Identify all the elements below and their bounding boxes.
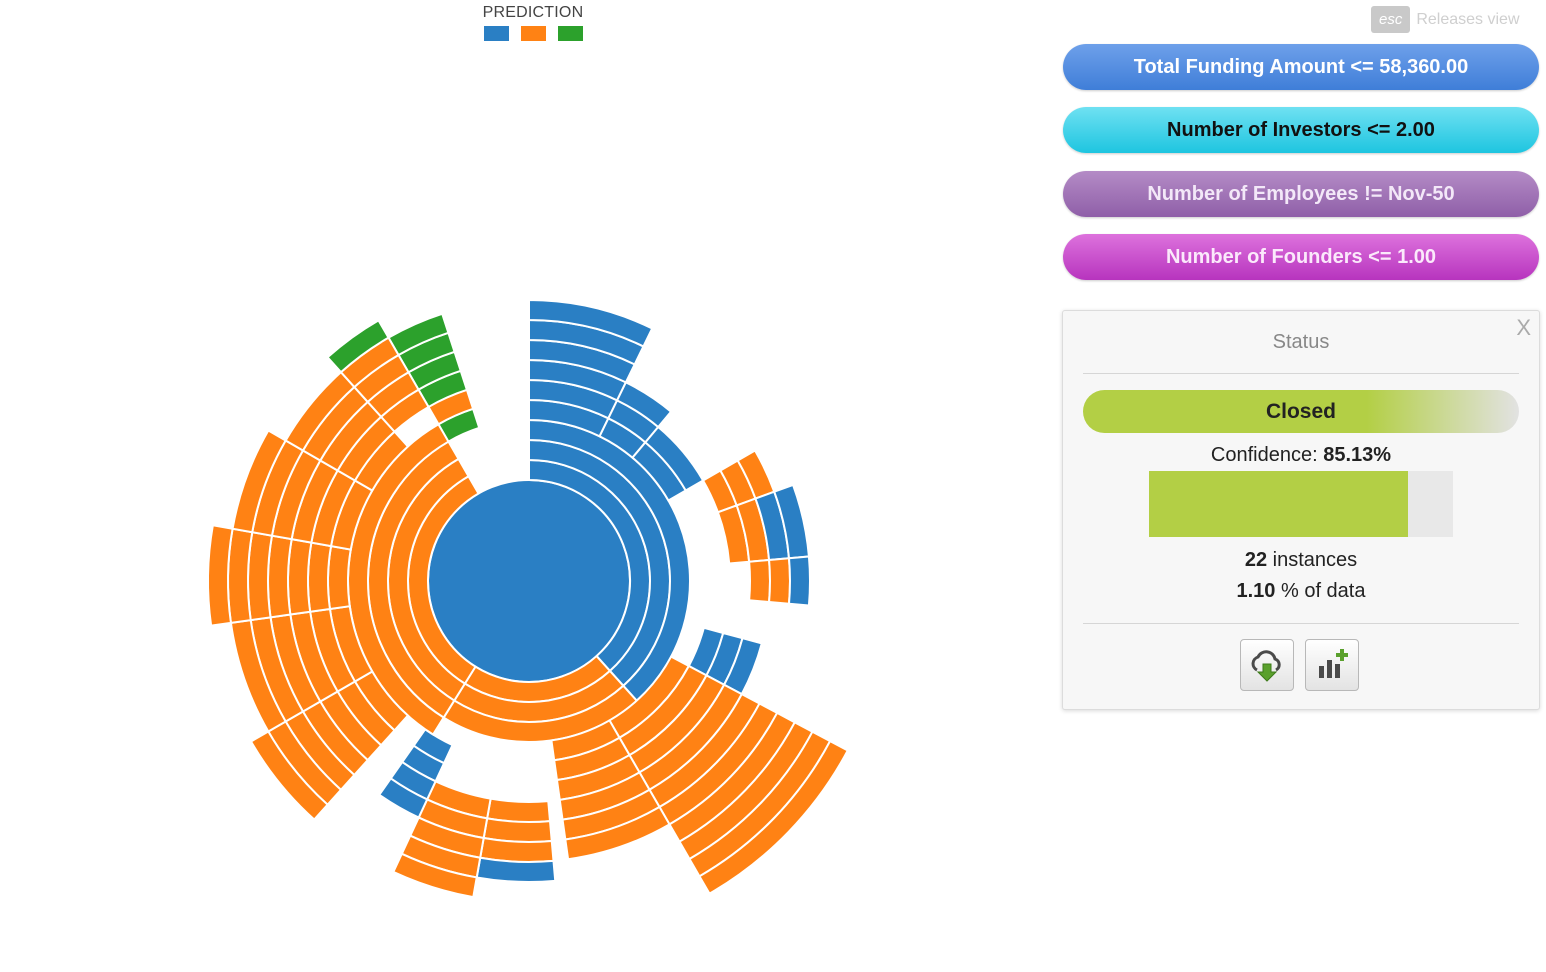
legend-swatch-orange[interactable] (520, 26, 546, 41)
sunburst-branch-orange[interactable] (327, 544, 352, 611)
confidence-value: 85.13% (1323, 444, 1392, 466)
sunburst-branch-mixed[interactable] (485, 797, 552, 823)
sunburst-branch-orange[interactable] (564, 805, 671, 861)
sunburst-branch-orange[interactable] (267, 534, 293, 619)
releases-view-toggle[interactable]: esc Releases view (1371, 6, 1520, 33)
legend-title: PREDICTION (482, 4, 584, 21)
sunburst-branch-orange[interactable] (392, 852, 478, 899)
sunburst-branch-orange[interactable] (307, 541, 333, 613)
data-percentage-label: % of data (1280, 580, 1366, 602)
legend-swatch-green[interactable] (557, 26, 583, 41)
sunburst-branch-mixed[interactable] (475, 856, 557, 883)
legend-swatches (470, 26, 596, 41)
data-percentage: 1.10 (1236, 580, 1276, 602)
sunburst-branch-orange-long[interactable] (698, 739, 850, 896)
esc-key-badge[interactable]: esc (1371, 6, 1411, 33)
status-panel: X Status Closed Confidence: 85.13% 22 in… (1062, 310, 1540, 710)
instances-count: 22 (1244, 549, 1268, 571)
sunburst-chart[interactable] (0, 0, 1050, 972)
sunburst-branch-mixed[interactable] (326, 318, 390, 374)
data-percentage-line: 1.10 % of data (1063, 580, 1539, 603)
close-icon[interactable]: X (1516, 315, 1531, 340)
sunburst-root[interactable] (427, 479, 631, 683)
cloud-download-icon (1251, 650, 1281, 682)
sunburst-branch-blue[interactable] (377, 777, 429, 819)
panel-divider-top (1083, 373, 1519, 374)
instances-label: instances (1272, 549, 1358, 571)
sunburst-branch-mixed[interactable] (748, 558, 771, 604)
confidence-bar (1149, 471, 1453, 537)
sunburst-branch-green[interactable] (387, 312, 450, 357)
legend-swatch-blue[interactable] (483, 26, 509, 41)
sunburst-branch-blue-tip[interactable] (528, 298, 654, 348)
confidence-label: Confidence: (1210, 444, 1318, 466)
filter-number-of-investors[interactable]: Number of Investors <= 2.00 (1063, 107, 1539, 153)
sunburst-branch-blue[interactable] (643, 425, 705, 492)
sunburst-branch-orange[interactable] (207, 524, 234, 627)
sunburst-branch-mixed[interactable] (787, 555, 812, 607)
prediction-legend: PREDICTION (470, 4, 596, 41)
filter-total-funding[interactable]: Total Funding Amount <= 58,360.00 (1063, 44, 1539, 90)
add-chart-icon (1319, 649, 1348, 678)
instances-line: 22 instances (1063, 549, 1539, 572)
sunburst-branch-mixed[interactable] (479, 836, 555, 863)
filter-number-of-employees[interactable]: Number of Employees != Nov-50 (1063, 171, 1539, 217)
sunburst-branch-orange[interactable] (227, 527, 254, 625)
download-button[interactable] (1240, 639, 1294, 691)
sunburst-branch-mixed[interactable] (767, 557, 791, 605)
panel-divider-bottom (1083, 623, 1519, 624)
confidence-bar-fill (1149, 471, 1408, 537)
sunburst-branch-orange[interactable] (247, 531, 274, 622)
panel-title: Status (1272, 331, 1330, 353)
filter-number-of-founders[interactable]: Number of Founders <= 1.00 (1063, 234, 1539, 280)
add-chart-button[interactable] (1305, 639, 1359, 691)
sunburst-branch-mixed[interactable] (482, 817, 553, 843)
prediction-badge: Closed (1083, 390, 1519, 433)
sunburst-branch-orange[interactable] (287, 537, 313, 616)
releases-view-link[interactable]: Releases view (1416, 10, 1520, 28)
confidence-line: Confidence: 85.13% (1063, 444, 1539, 467)
